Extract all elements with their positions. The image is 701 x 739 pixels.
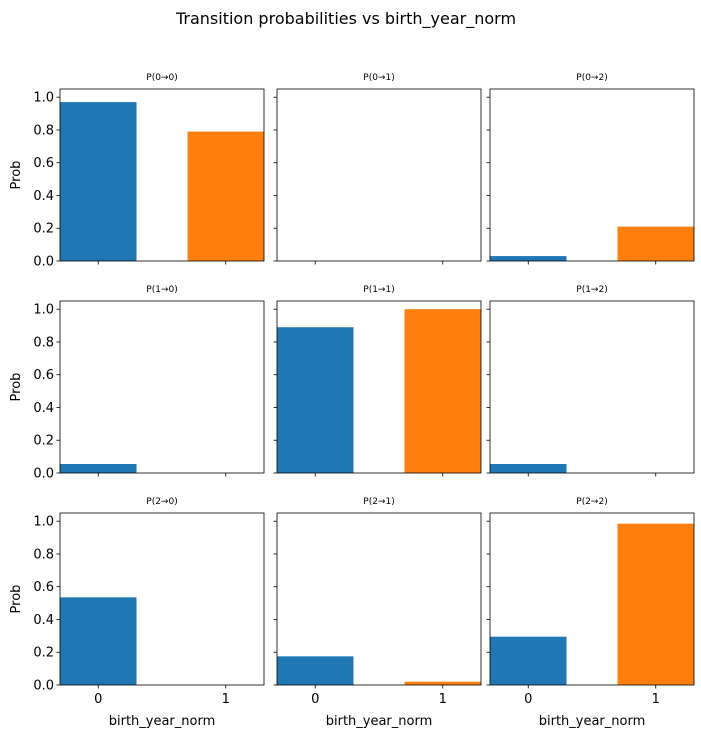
axes-frame [276, 512, 482, 686]
bar-1 [404, 309, 481, 473]
x-axis-label: birth_year_norm [326, 714, 433, 729]
subplot-title: P(0→0) [146, 73, 177, 83]
x-axis-label: birth_year_norm [539, 714, 646, 729]
axes-frame [489, 300, 695, 474]
y-tick-label: 0.0 [33, 467, 54, 482]
y-tick-label: 0.4 [33, 401, 54, 416]
subplot-title: P(2→2) [576, 497, 607, 507]
bar-0 [490, 463, 567, 473]
figure-title: Transition probabilities vs birth_year_n… [175, 9, 516, 29]
subplot-panel: P(0→1) [273, 73, 482, 265]
bar-0 [60, 597, 137, 685]
y-axis-label: Prob [9, 161, 24, 190]
subplot-panel: P(0→0) 0.0 0.2 0.4 0.6 0.8 1.0 Prob [9, 73, 265, 270]
axes-frame [276, 300, 482, 474]
x-tick-label: 1 [222, 692, 230, 707]
subplot-title: P(0→1) [363, 73, 394, 83]
bar-0 [490, 256, 567, 261]
y-tick-label: 0.0 [33, 255, 54, 270]
bar-0 [277, 656, 354, 685]
bar-1 [187, 131, 264, 261]
subplot-panel: P(0→2) [486, 73, 695, 265]
y-tick-label: 1.0 [33, 515, 54, 530]
y-tick-label: 0.0 [33, 679, 54, 694]
subplot-panel: P(2→0) 0 1 0.0 0.2 0.4 0.6 0.8 1.0 Prob birth_year… [9, 497, 265, 729]
bar-0 [277, 327, 354, 473]
axes-frame [59, 88, 265, 262]
y-tick-label: 1.0 [33, 303, 54, 318]
y-tick-label: 1.0 [33, 91, 54, 106]
bar-1 [617, 226, 694, 261]
subplot-title: P(2→1) [363, 497, 394, 507]
y-tick-label: 0.6 [33, 580, 54, 595]
y-tick-label: 0.8 [33, 547, 54, 562]
y-axis-label: Prob [9, 585, 24, 614]
y-tick-label: 0.4 [33, 189, 54, 204]
subplot-title: P(0→2) [576, 73, 607, 83]
axes-frame [59, 300, 265, 474]
subplot-title: P(2→0) [146, 497, 177, 507]
y-tick-label: 0.2 [33, 646, 54, 661]
axes-frame [489, 88, 695, 262]
x-axis-label: birth_year_norm [109, 714, 216, 729]
x-tick-label: 1 [439, 692, 447, 707]
x-tick-label: 1 [652, 692, 660, 707]
bar-0 [60, 463, 137, 473]
y-tick-label: 0.6 [33, 368, 54, 383]
bar-1 [404, 681, 481, 685]
axes-frame [276, 88, 482, 262]
subplot-title: P(1→1) [363, 285, 394, 295]
subplot-panel: P(2→2) 0 1 birth_year_norm [486, 497, 695, 729]
y-tick-label: 0.8 [33, 123, 54, 138]
y-tick-label: 0.2 [33, 222, 54, 237]
bar-0 [490, 636, 567, 685]
subplot-title: P(1→2) [576, 285, 607, 295]
y-axis-label: Prob [9, 373, 24, 402]
x-tick-label: 0 [311, 692, 319, 707]
x-tick-label: 0 [524, 692, 532, 707]
y-tick-label: 0.8 [33, 335, 54, 350]
bar-1 [617, 523, 694, 685]
y-tick-label: 0.4 [33, 613, 54, 628]
axes-frame [59, 512, 265, 686]
subplot-panel: P(1→0) 0.0 0.2 0.4 0.6 0.8 1.0 Prob [9, 285, 265, 482]
subplot-grid: P(0→0) 0.0 0.2 0.4 0.6 0.8 1.0 Prob P(0→1) P(0→2)… [9, 73, 695, 729]
subplot-title: P(1→0) [146, 285, 177, 295]
y-tick-label: 0.2 [33, 434, 54, 449]
subplot-panel: P(1→2) [486, 285, 695, 477]
y-tick-label: 0.6 [33, 156, 54, 171]
bar-0 [60, 102, 137, 261]
axes-frame [489, 512, 695, 686]
subplot-panel: P(2→1) 0 1 birth_year_norm [273, 497, 482, 729]
subplot-panel: P(1→1) [273, 285, 482, 477]
x-tick-label: 0 [94, 692, 102, 707]
